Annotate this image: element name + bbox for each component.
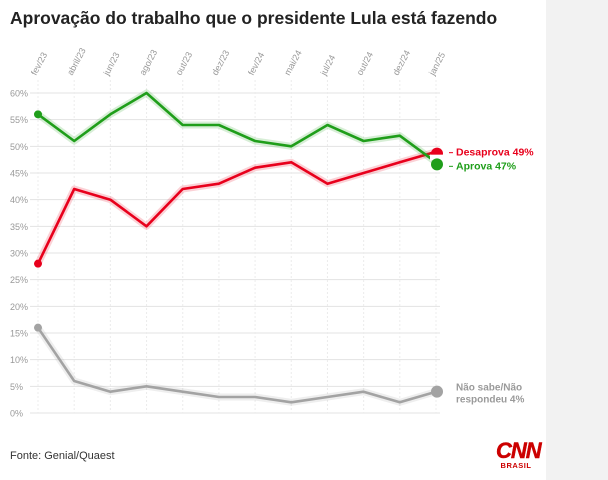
y-tick-label: 40% [10, 195, 28, 205]
y-tick-label: 5% [10, 382, 23, 392]
x-tick-label: out/23 [174, 50, 195, 77]
y-tick-label: 30% [10, 249, 28, 259]
y-tick-label: 55% [10, 115, 28, 125]
y-tick-label: 10% [10, 355, 28, 365]
series-line-desaprova [36, 150, 438, 266]
cnn-brasil-logo: CNN BRASIL [496, 438, 542, 470]
y-tick-label: 60% [10, 89, 28, 99]
line-chart: 60% 55% 50% 45% 40% 35% 30% 25% 20% 15% 10% 5% 0% fe… [10, 46, 534, 419]
y-axis-ticks: 60% 55% 50% 45% 40% 35% 30% 25% 20% 15% 10% 5% 0% [10, 89, 28, 419]
aprova-label: Aprova 47% [456, 160, 517, 172]
gridlines [30, 80, 440, 414]
source-note: Fonte: Genial/Quaest [10, 450, 115, 462]
nao-sabe-label-line: Não sabe/Não [456, 383, 522, 394]
logo-text: CNN [496, 438, 542, 463]
nao-sabe-end-point [431, 385, 443, 398]
x-tick-label: jan/25 [426, 51, 447, 78]
y-tick-label: 20% [10, 302, 28, 312]
series-start-point [34, 110, 42, 119]
series-glow-n-o-sabe-n-o-respondeu [34, 324, 440, 406]
logo-subtext: BRASIL [500, 461, 532, 470]
background-strip [546, 0, 608, 480]
nao-sabe-label-line: respondeu 4% [456, 395, 524, 406]
x-tick-label: jun/23 [101, 51, 122, 78]
series-glow-aprova [34, 89, 440, 166]
y-tick-label: 35% [10, 222, 28, 232]
desaprova-end-mask [430, 154, 444, 161]
y-tick-label: 25% [10, 275, 28, 285]
series-line-n-o-sabe-n-o-respondeu [36, 326, 438, 404]
series-start-point [34, 323, 42, 332]
y-tick-label: 50% [10, 142, 28, 152]
series-line-aprova [36, 91, 438, 164]
desaprova-label: Desaprova 49% [456, 147, 534, 159]
x-tick-label: dez/23 [210, 48, 232, 77]
x-tick-label: mai/24 [282, 48, 304, 77]
series-start-point [34, 259, 42, 268]
x-tick-label: abril/23 [65, 46, 88, 77]
x-tick-label: dez/24 [391, 48, 413, 77]
x-tick-label: jul/24 [318, 53, 337, 78]
y-tick-label: 15% [10, 329, 28, 339]
x-tick-label: fev/23 [29, 51, 49, 77]
y-tick-label: 0% [10, 409, 23, 419]
series-lines [34, 89, 440, 406]
chart-title: Aprovação do trabalho que o presidente L… [10, 8, 498, 28]
x-axis-ticks: fev/23 abril/23 jun/23 ago/23 out/23 dez/23 fe… [29, 46, 447, 78]
y-tick-label: 45% [10, 169, 28, 179]
x-tick-label: out/24 [355, 50, 376, 77]
x-tick-label: ago/23 [137, 48, 159, 77]
x-tick-label: fev/24 [246, 51, 266, 77]
aprova-end-point [431, 158, 443, 171]
series-labels: Desaprova 49%Aprova 47% Não sabe/Nãorespo… [430, 147, 534, 406]
